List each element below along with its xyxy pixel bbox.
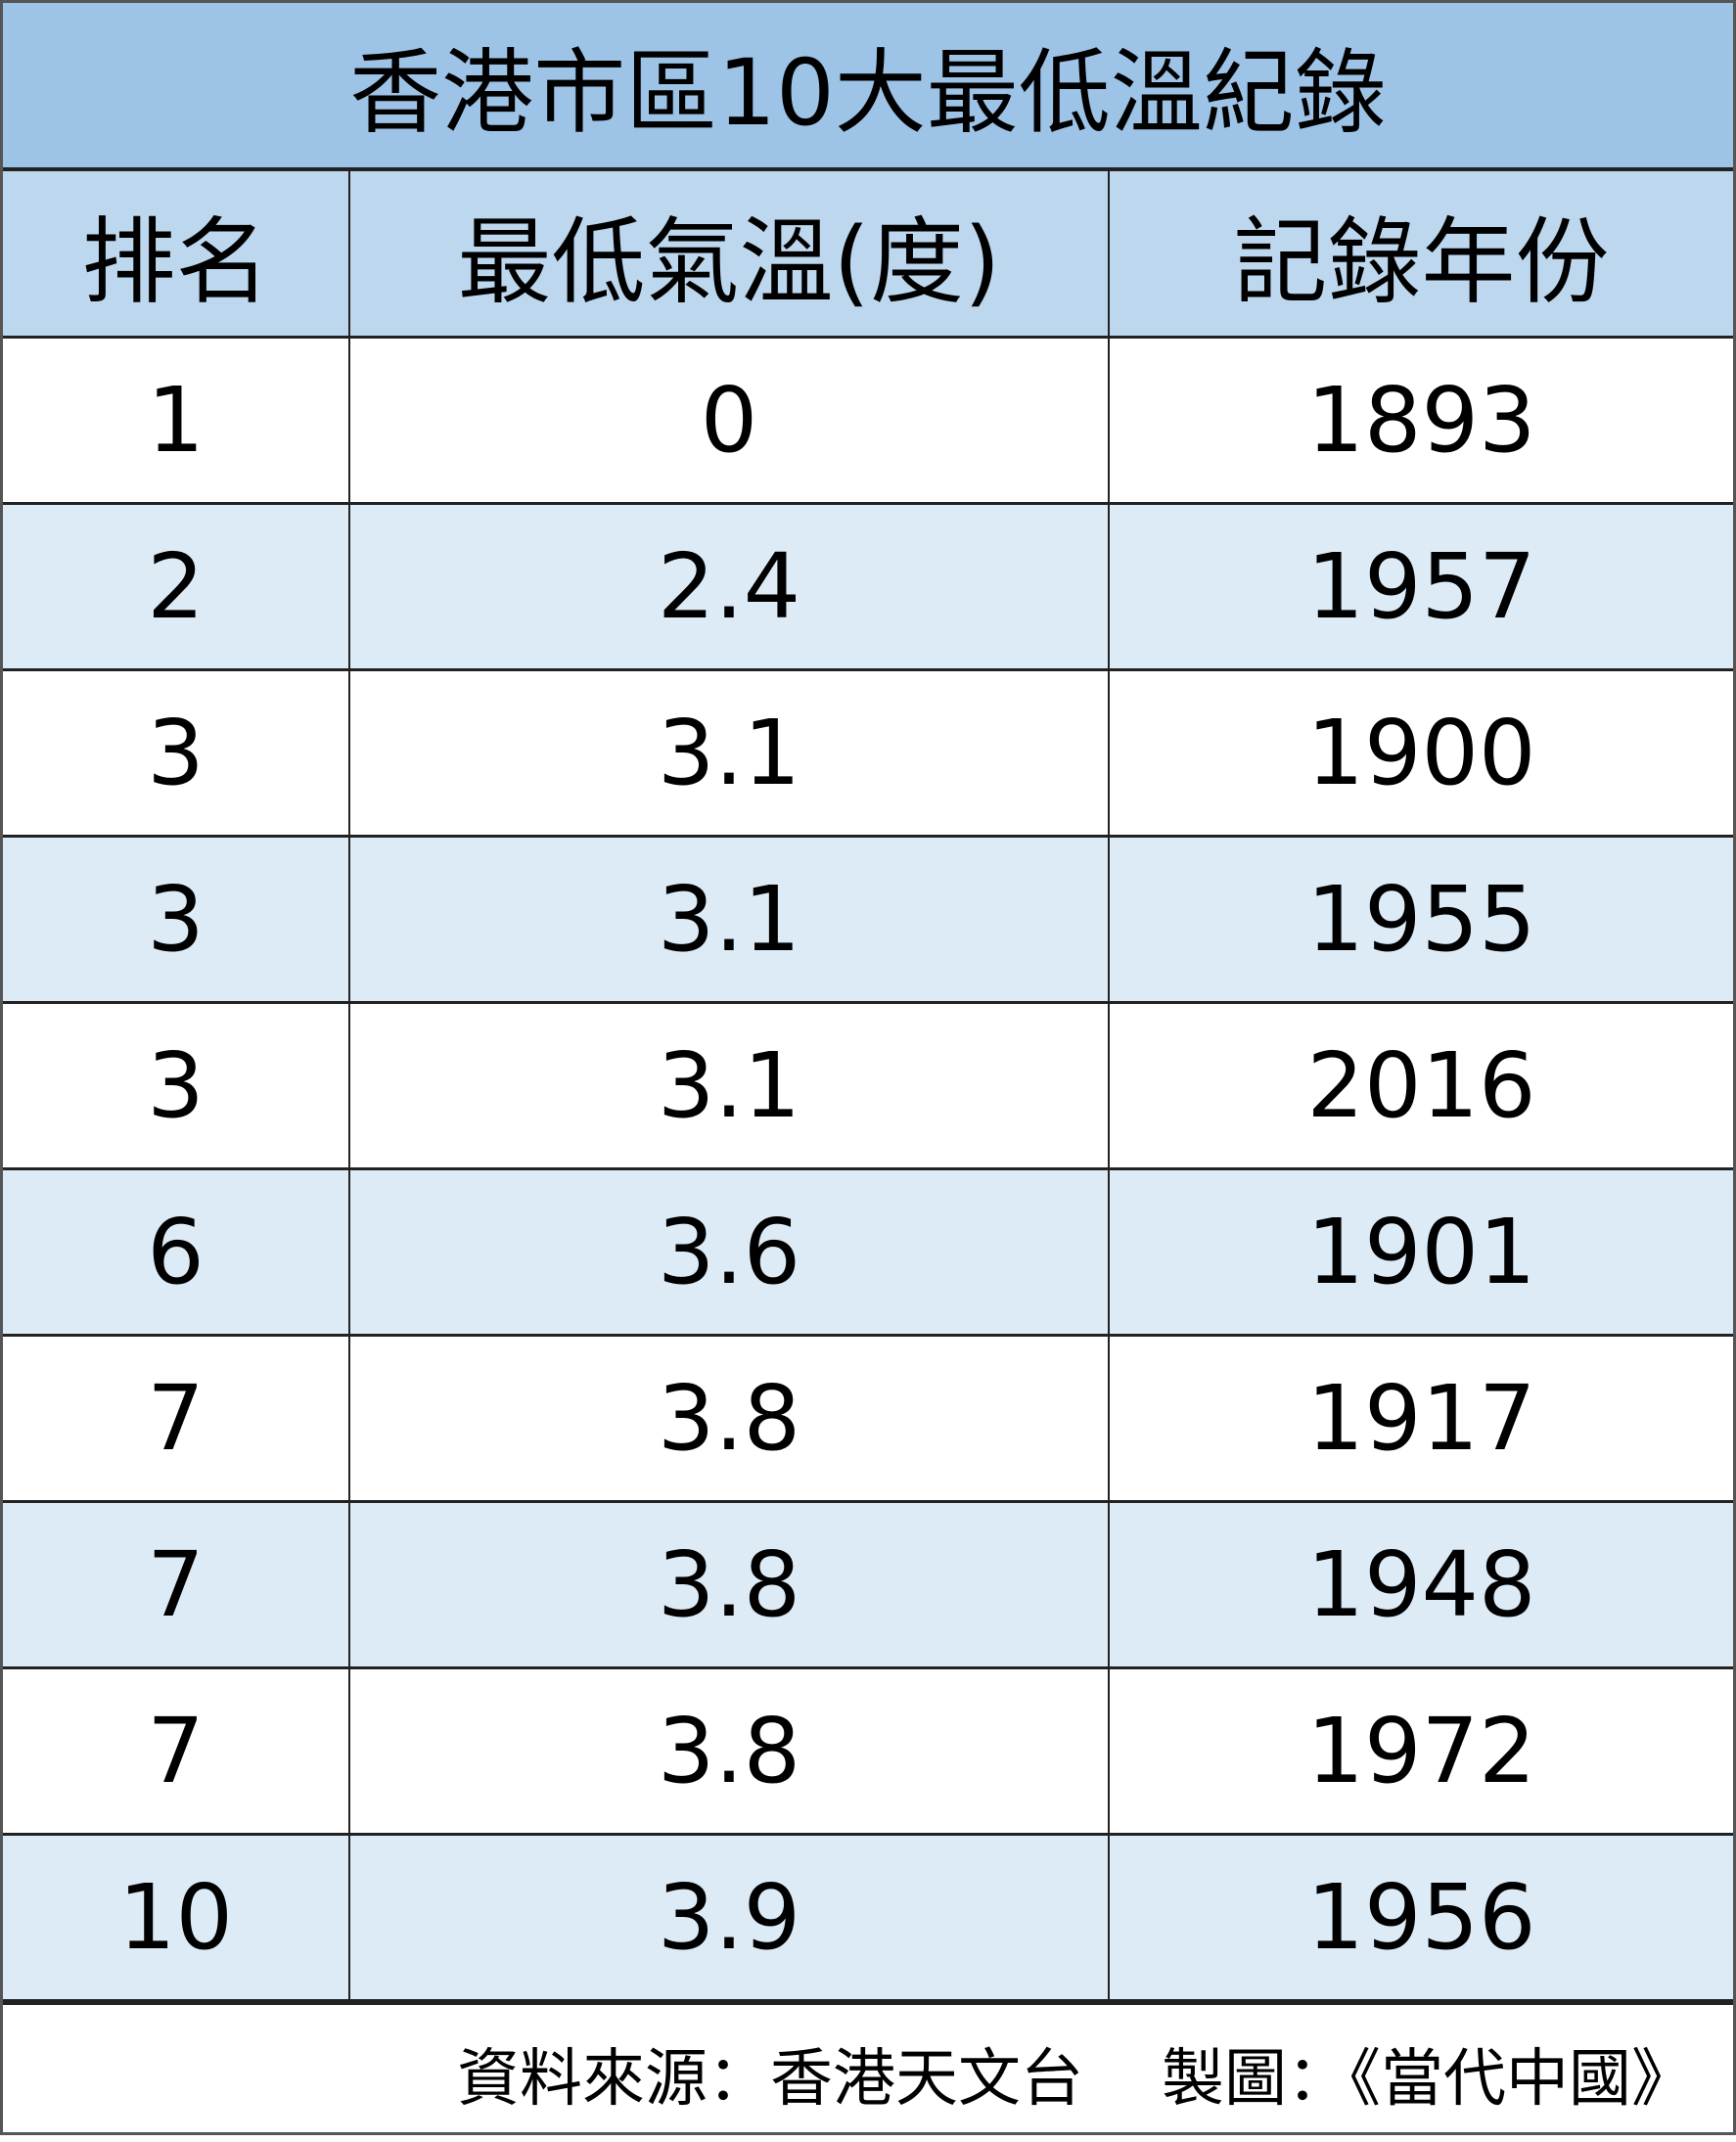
table-row: 3 3.1 1955 — [3, 835, 1733, 1004]
table-row: 3 3.1 1900 — [3, 668, 1733, 838]
year-cell: 1901 — [1108, 1167, 1733, 1337]
footer: 資料來源：香港天文台 製圖：《當代中國》 — [3, 2002, 1733, 2142]
table-row: 1 0 1893 — [3, 336, 1733, 505]
year-cell: 1957 — [1108, 502, 1733, 671]
year-cell: 1917 — [1108, 1334, 1733, 1503]
header-row: 排名 最低氣溫(度) 記錄年份 — [3, 171, 1733, 339]
rank-cell: 6 — [3, 1167, 350, 1337]
rank-cell: 7 — [3, 1334, 350, 1503]
table-row: 10 3.9 1956 — [3, 1833, 1733, 2002]
records-table: 排名 最低氣溫(度) 記錄年份 1 0 1893 2 2.4 1957 3 3.1 1900 3 3… — [3, 171, 1733, 2002]
year-cell: 1956 — [1108, 1833, 1733, 2002]
table-row: 3 3.1 2016 — [3, 1001, 1733, 1170]
rank-cell: 2 — [3, 502, 350, 671]
min-temp-cell: 3.1 — [348, 668, 1110, 838]
min-temp-cell: 3.8 — [348, 1666, 1110, 1836]
table-row: 7 3.8 1948 — [3, 1500, 1733, 1669]
rank-cell: 10 — [3, 1833, 350, 2002]
year-cell: 1948 — [1108, 1500, 1733, 1669]
year-cell: 1893 — [1108, 336, 1733, 505]
rank-cell: 3 — [3, 835, 350, 1004]
column-header-rank: 排名 — [3, 171, 350, 339]
table-row: 7 3.8 1917 — [3, 1334, 1733, 1503]
table-row: 2 2.4 1957 — [3, 502, 1733, 671]
min-temp-cell: 3.8 — [348, 1334, 1110, 1503]
table-title: 香港市區10大最低溫紀錄 — [3, 3, 1733, 171]
year-cell: 1955 — [1108, 835, 1733, 1004]
rank-cell: 7 — [3, 1500, 350, 1669]
credit-note: 製圖：《當代中國》 — [1162, 2043, 1694, 2116]
min-temp-cell: 3.6 — [348, 1167, 1110, 1337]
year-cell: 2016 — [1108, 1001, 1733, 1170]
source-note: 資料來源：香港天文台 — [457, 2043, 1083, 2116]
year-cell: 1972 — [1108, 1666, 1733, 1836]
min-temp-cell: 3.1 — [348, 1001, 1110, 1170]
min-temp-cell: 3.1 — [348, 835, 1110, 1004]
column-header-min-temp: 最低氣溫(度) — [348, 171, 1110, 339]
min-temp-cell: 3.9 — [348, 1833, 1110, 2002]
min-temp-cell: 3.8 — [348, 1500, 1110, 1669]
rank-cell: 7 — [3, 1666, 350, 1836]
rank-cell: 1 — [3, 336, 350, 505]
rank-cell: 3 — [3, 1001, 350, 1170]
min-temp-cell: 2.4 — [348, 502, 1110, 671]
year-cell: 1900 — [1108, 668, 1733, 838]
rank-cell: 3 — [3, 668, 350, 838]
table-row: 6 3.6 1901 — [3, 1167, 1733, 1337]
column-header-year: 記錄年份 — [1108, 171, 1733, 339]
min-temp-cell: 0 — [348, 336, 1110, 505]
table-row: 7 3.8 1972 — [3, 1666, 1733, 1836]
